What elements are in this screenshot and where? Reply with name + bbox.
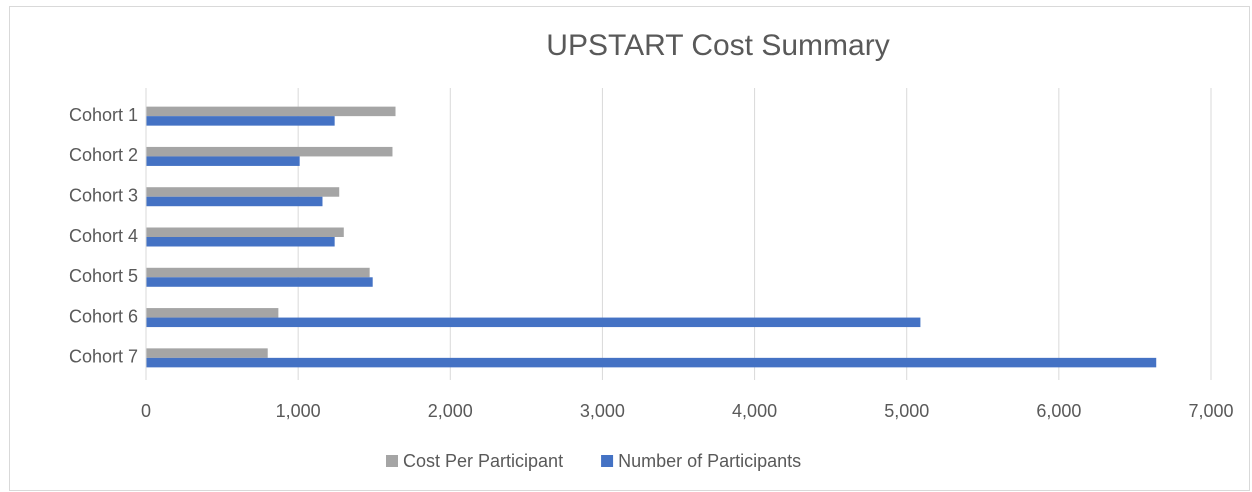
- chart-title: UPSTART Cost Summary: [546, 29, 889, 62]
- y-tick-label: Cohort 3: [69, 185, 138, 205]
- bar: [146, 357, 1157, 368]
- y-tick-label: Cohort 2: [69, 145, 138, 165]
- x-tick-label: 7,000: [1188, 401, 1233, 421]
- bar: [146, 187, 340, 197]
- x-tick-label: 2,000: [428, 401, 473, 421]
- x-tick-label: 0: [141, 401, 151, 421]
- bar: [146, 116, 335, 126]
- bar: [146, 267, 370, 278]
- x-tick-label: 4,000: [732, 401, 777, 421]
- bar: [146, 237, 335, 247]
- legend-label: Number of Participants: [618, 451, 801, 471]
- bar: [146, 196, 323, 207]
- bar: [146, 277, 373, 287]
- y-tick-label: Cohort 7: [69, 347, 138, 367]
- y-tick-label: Cohort 5: [69, 266, 138, 286]
- bar: [146, 348, 268, 358]
- x-tick-label: 6,000: [1036, 401, 1081, 421]
- bar: [146, 106, 396, 117]
- bar: [146, 146, 393, 157]
- legend-label: Cost Per Participant: [403, 451, 563, 471]
- bar: [146, 156, 300, 166]
- legend-swatch: [386, 455, 398, 467]
- legend-swatch: [601, 455, 614, 467]
- chart-frame: [9, 6, 1250, 491]
- bar: [146, 317, 921, 328]
- y-tick-label: Cohort 6: [69, 306, 138, 326]
- y-tick-label: Cohort 1: [69, 105, 138, 125]
- x-tick-label: 3,000: [580, 401, 625, 421]
- x-tick-label: 5,000: [884, 401, 929, 421]
- y-tick-label: Cohort 4: [69, 226, 138, 246]
- bar: [146, 308, 279, 318]
- x-tick-label: 1,000: [276, 401, 321, 421]
- bar: [146, 227, 344, 237]
